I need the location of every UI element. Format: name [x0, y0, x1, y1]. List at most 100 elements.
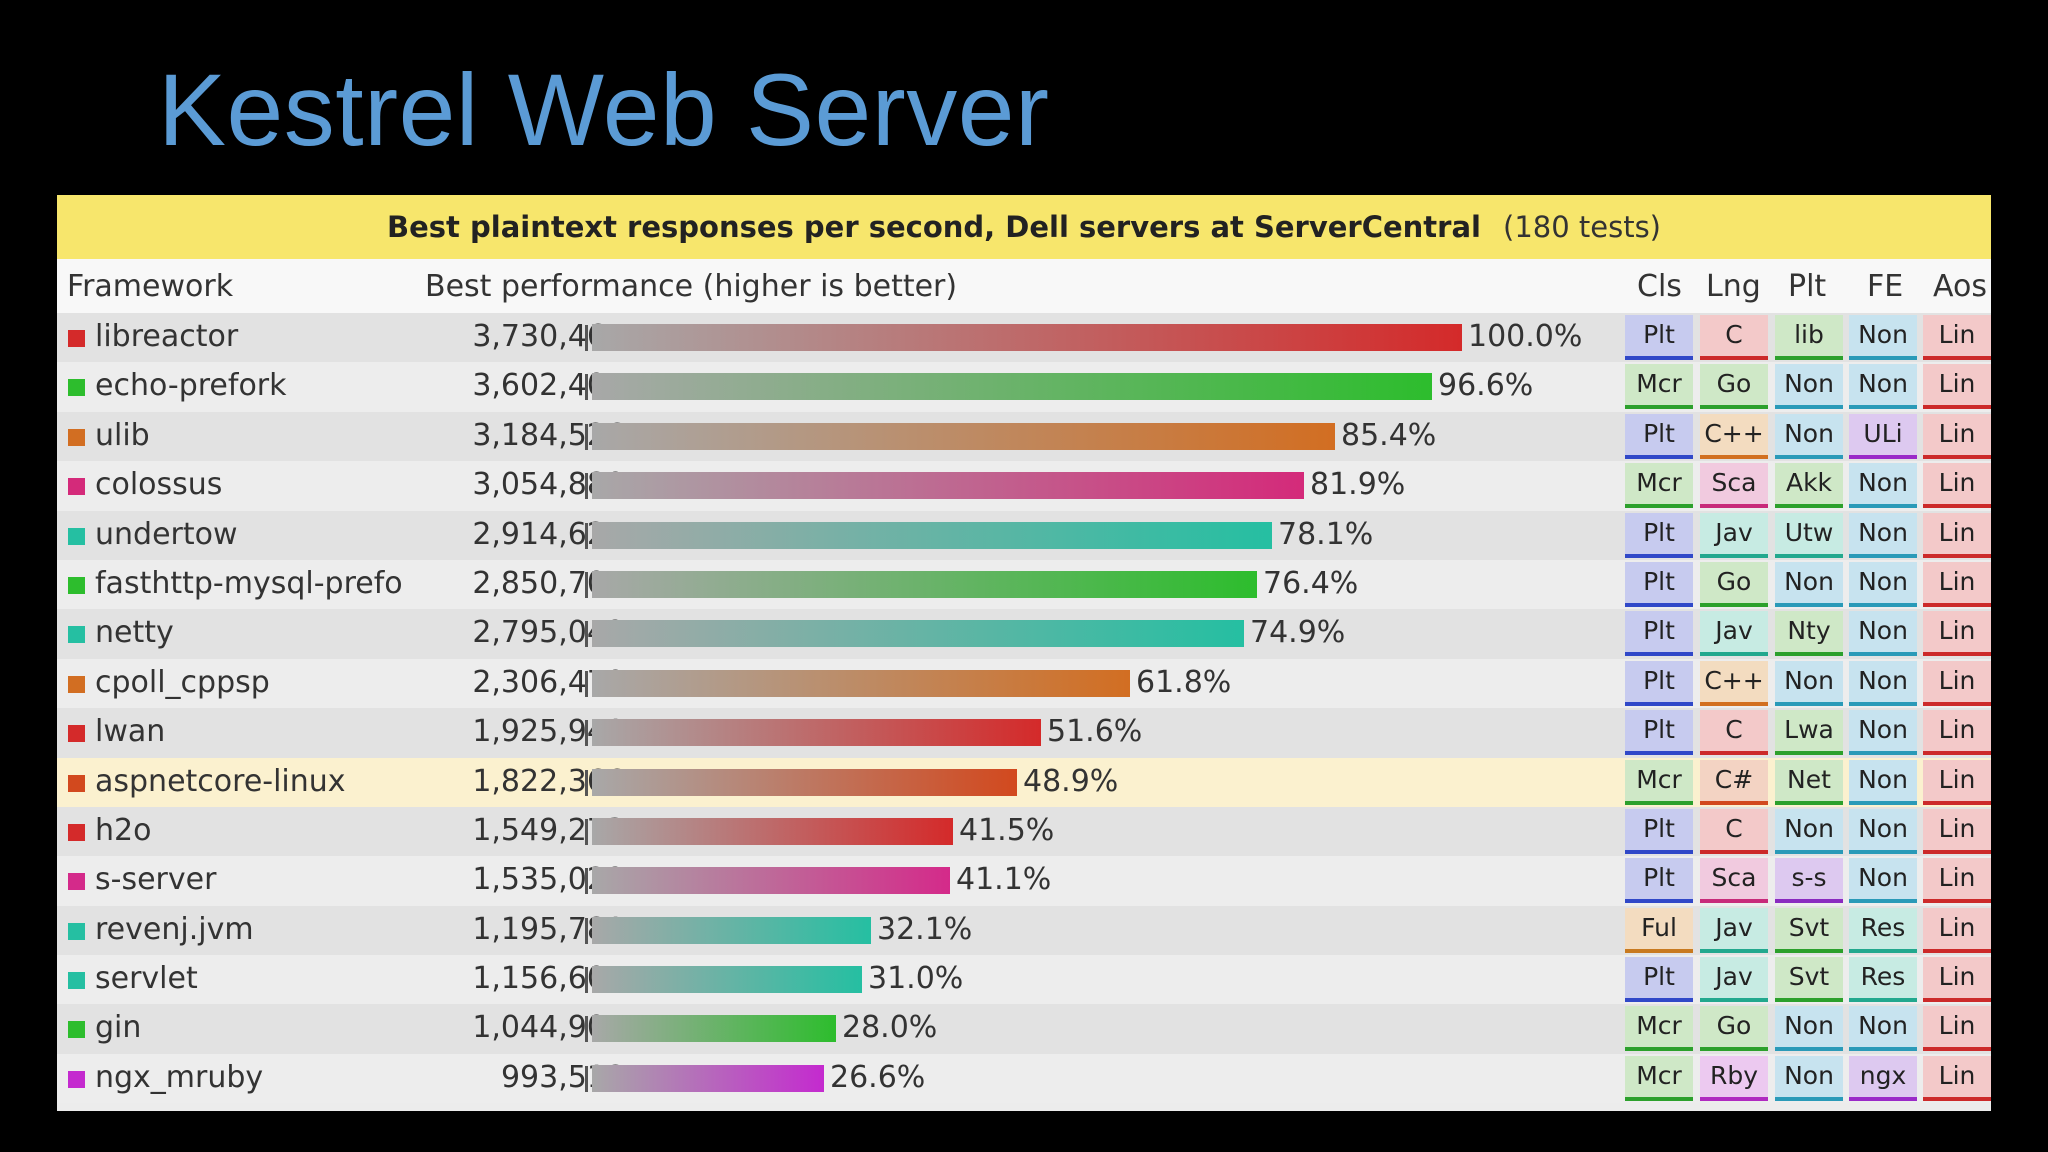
- table-row[interactable]: revenj.jvm 1,195,781 32.1% Ful Jav Svt Res Lin: [57, 905, 1991, 956]
- table-row[interactable]: echo-prefork 3,602,407 96.6% Mcr Go Non Non Lin: [57, 362, 1991, 412]
- tag-plt: Net: [1775, 759, 1843, 805]
- col-performance[interactable]: Best performance (higher is better): [425, 269, 958, 304]
- col-aos[interactable]: Aos: [1933, 269, 1987, 304]
- tag-cls: Mcr: [1625, 364, 1693, 410]
- tag-lng: Jav: [1700, 957, 1768, 1003]
- table-row[interactable]: undertow 2,914,627 78.1% Plt Jav Utw Non Lin: [57, 510, 1991, 560]
- performance-percent: 76.4%: [1263, 565, 1359, 601]
- table-row[interactable]: cpoll_cppsp 2,306,470 61.8% Plt C++ Non Non Lin: [57, 658, 1991, 709]
- table-row[interactable]: servlet 1,156,604 31.0% Plt Jav Svt Res Lin: [57, 955, 1991, 1005]
- table-row[interactable]: ulib 3,184,526 85.4% Plt C++ Non ULi Lin: [57, 411, 1991, 462]
- table-row[interactable]: fasthttp-mysql-prefo 2,850,705 76.4% Plt Go N…: [57, 559, 1991, 610]
- tag-plt: Non: [1775, 1055, 1843, 1101]
- performance-value: 3,054,880: [472, 467, 625, 503]
- tag-lng: Jav: [1700, 512, 1768, 558]
- framework-color-swatch: [68, 527, 85, 545]
- bar-baseline-tick: [585, 670, 588, 697]
- tag-lng: C: [1700, 710, 1768, 756]
- tag-lng: Jav: [1700, 907, 1768, 953]
- tag-lng: Sca: [1700, 463, 1768, 509]
- table-row[interactable]: h2o 1,549,273 41.5% Plt C Non Non Lin: [57, 806, 1991, 857]
- bar-baseline-tick: [585, 818, 588, 845]
- framework-name[interactable]: lwan: [95, 714, 166, 750]
- performance-value: 3,730,467: [472, 319, 625, 354]
- tag-plt: Non: [1775, 1006, 1843, 1052]
- tag-cls: Mcr: [1625, 1055, 1693, 1101]
- tag-cls: Plt: [1625, 561, 1693, 607]
- col-fe[interactable]: FE: [1867, 269, 1904, 304]
- tag-plt: Akk: [1775, 463, 1843, 509]
- table-row[interactable]: ngx_mruby 993,518 26.6% Mcr Rby Non ngx Lin: [57, 1053, 1991, 1104]
- benchmark-panel: Best plaintext responses per second, Del…: [57, 195, 1991, 1111]
- framework-name[interactable]: libreactor: [95, 319, 239, 354]
- col-lng[interactable]: Lng: [1706, 269, 1761, 304]
- bar-baseline-tick: [585, 374, 588, 401]
- tag-lng: Jav: [1700, 611, 1768, 657]
- framework-name[interactable]: ulib: [95, 417, 150, 453]
- framework-name[interactable]: h2o: [95, 812, 152, 848]
- framework-color-swatch: [68, 1021, 85, 1039]
- framework-name[interactable]: undertow: [95, 516, 238, 552]
- performance-percent: 61.8%: [1136, 664, 1232, 700]
- framework-color-swatch: [68, 675, 85, 693]
- table-row[interactable]: lwan 1,925,941 51.6% Plt C Lwa Non Lin: [57, 708, 1991, 758]
- col-plt[interactable]: Plt: [1788, 269, 1827, 304]
- tag-fe: Non: [1849, 660, 1917, 706]
- framework-name[interactable]: s-server: [95, 862, 217, 898]
- framework-name[interactable]: fasthttp-mysql-prefo: [95, 565, 403, 601]
- framework-name[interactable]: cpoll_cppsp: [95, 664, 270, 700]
- tag-plt: lib: [1775, 315, 1843, 360]
- col-framework[interactable]: Framework: [67, 269, 234, 304]
- bar-baseline-tick: [585, 967, 588, 994]
- framework-color-swatch: [68, 576, 85, 594]
- performance-value: 1,822,366: [472, 763, 625, 799]
- tag-fe: Non: [1849, 858, 1917, 904]
- tag-fe: ngx: [1849, 1055, 1917, 1101]
- tag-aos: Lin: [1923, 710, 1991, 756]
- framework-name[interactable]: aspnetcore-linux: [95, 763, 346, 799]
- performance-percent: 100.0%: [1468, 319, 1583, 354]
- performance-bar: [592, 867, 950, 895]
- tag-plt: s-s: [1775, 858, 1843, 904]
- performance-value: 2,795,049: [472, 615, 625, 651]
- performance-value: 3,184,526: [472, 417, 625, 453]
- framework-name[interactable]: echo-prefork: [95, 368, 287, 404]
- performance-value: 1,535,029: [472, 862, 625, 898]
- tag-cls: Plt: [1625, 315, 1693, 360]
- bar-baseline-tick: [585, 917, 588, 944]
- tag-fe: Non: [1849, 1006, 1917, 1052]
- performance-percent: 81.9%: [1310, 467, 1406, 503]
- chart-caption: Best plaintext responses per second, Del…: [57, 195, 1991, 259]
- performance-bar: [592, 817, 953, 845]
- tag-fe: Non: [1849, 512, 1917, 558]
- performance-percent: 26.6%: [830, 1059, 926, 1095]
- performance-value: 1,549,273: [472, 812, 625, 848]
- tag-fe: Non: [1849, 463, 1917, 509]
- tag-lng: Go: [1700, 1006, 1768, 1052]
- tag-lng: C#: [1700, 759, 1768, 805]
- framework-color-swatch: [68, 922, 85, 940]
- tag-cls: Ful: [1625, 907, 1693, 953]
- table-row[interactable]: aspnetcore-linux 1,822,366 48.9% Mcr C# Net No…: [57, 757, 1991, 807]
- performance-bar: [592, 324, 1462, 351]
- performance-value: 1,195,781: [472, 911, 625, 947]
- table-row[interactable]: netty 2,795,049 74.9% Plt Jav Nty Non Lin: [57, 609, 1991, 659]
- tag-aos: Lin: [1923, 561, 1991, 607]
- tag-cls: Plt: [1625, 710, 1693, 756]
- framework-name[interactable]: gin: [95, 1010, 142, 1046]
- bar-baseline-tick: [585, 571, 588, 598]
- framework-name[interactable]: servlet: [95, 961, 198, 997]
- framework-name[interactable]: ngx_mruby: [95, 1059, 264, 1095]
- performance-bar: [592, 768, 1017, 796]
- table-row[interactable]: colossus 3,054,880 81.9% Mcr Sca Akk Non Lin: [57, 461, 1991, 511]
- framework-name[interactable]: revenj.jvm: [95, 911, 254, 947]
- framework-name[interactable]: colossus: [95, 467, 223, 503]
- performance-percent: 74.9%: [1250, 615, 1346, 651]
- col-cls[interactable]: Cls: [1637, 269, 1682, 304]
- performance-value: 1,156,604: [472, 961, 625, 997]
- table-row[interactable]: gin 1,044,907 28.0% Mcr Go Non Non Lin: [57, 1004, 1991, 1054]
- table-row[interactable]: s-server 1,535,029 41.1% Plt Sca s-s Non Lin: [57, 856, 1991, 906]
- bar-baseline-tick: [585, 473, 588, 500]
- framework-name[interactable]: netty: [95, 615, 174, 651]
